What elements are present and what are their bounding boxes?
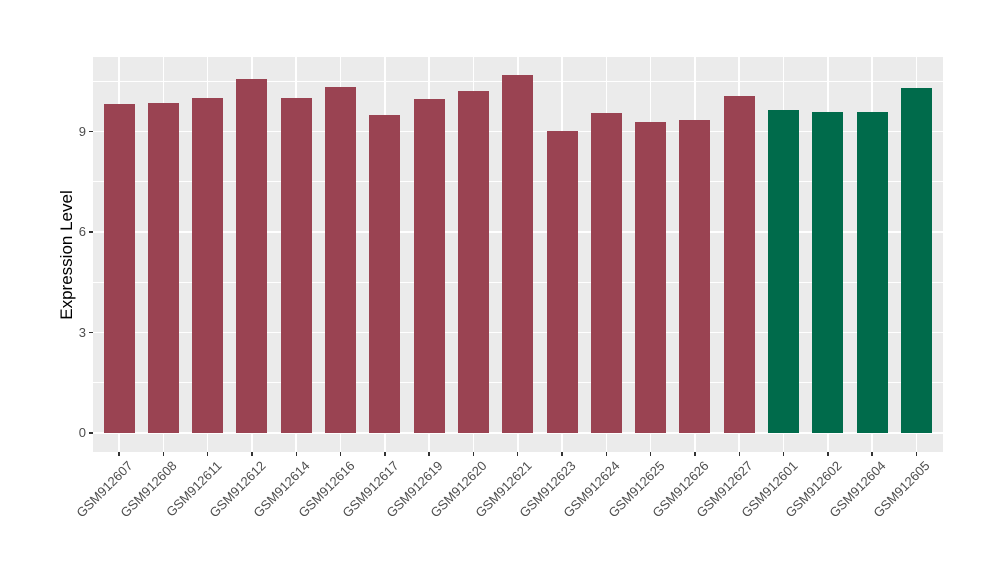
bar-GSM912608: [147, 102, 179, 433]
x-tick: [694, 451, 696, 456]
y-tick: [88, 231, 93, 233]
bar-GSM912601: [768, 110, 800, 433]
y-tick: [88, 130, 93, 133]
x-tick: [206, 451, 209, 456]
bar-GSM912626: [679, 119, 711, 433]
x-tick: [561, 451, 563, 456]
bar-GSM912607: [103, 103, 135, 433]
bar-GSM912602: [812, 111, 844, 433]
bar-GSM912623: [546, 131, 578, 433]
bar-GSM912621: [502, 74, 534, 433]
x-tick: [295, 451, 297, 456]
y-tick-label: 3: [78, 324, 86, 340]
bar-GSM912619: [413, 99, 445, 433]
x-tick: [162, 451, 165, 456]
bar-GSM912614: [280, 97, 312, 433]
x-tick: [649, 451, 652, 456]
bar-GSM912620: [457, 91, 489, 433]
bar-GSM912624: [590, 113, 622, 433]
x-tick: [251, 451, 253, 456]
bar-GSM912604: [856, 111, 888, 433]
bar-GSM912605: [900, 87, 932, 433]
bar-GSM912612: [236, 79, 268, 433]
x-tick: [915, 451, 918, 456]
bar-GSM912617: [369, 114, 401, 433]
x-tick: [472, 451, 475, 456]
x-tick: [738, 451, 740, 456]
y-tick: [88, 432, 93, 434]
x-tick: [782, 451, 785, 456]
y-tick-label: 6: [78, 224, 86, 240]
y-tick-label: 0: [78, 425, 86, 440]
x-tick: [339, 451, 342, 456]
y-tick-label: 9: [78, 123, 86, 139]
x-tick: [827, 451, 829, 456]
x-tick: [384, 451, 386, 456]
bar-GSM912625: [635, 122, 667, 433]
x-tick: [871, 451, 873, 456]
plot-panel: [92, 57, 943, 452]
x-tick: [605, 451, 608, 456]
y-axis-title: Expression Level: [57, 190, 76, 320]
bar-GSM912611: [192, 97, 224, 433]
x-tick: [517, 451, 519, 456]
bar-GSM912616: [325, 86, 357, 433]
x-tick: [118, 451, 120, 456]
x-tick: [428, 451, 430, 456]
bar-GSM912627: [723, 95, 755, 433]
y-tick: [88, 331, 93, 334]
